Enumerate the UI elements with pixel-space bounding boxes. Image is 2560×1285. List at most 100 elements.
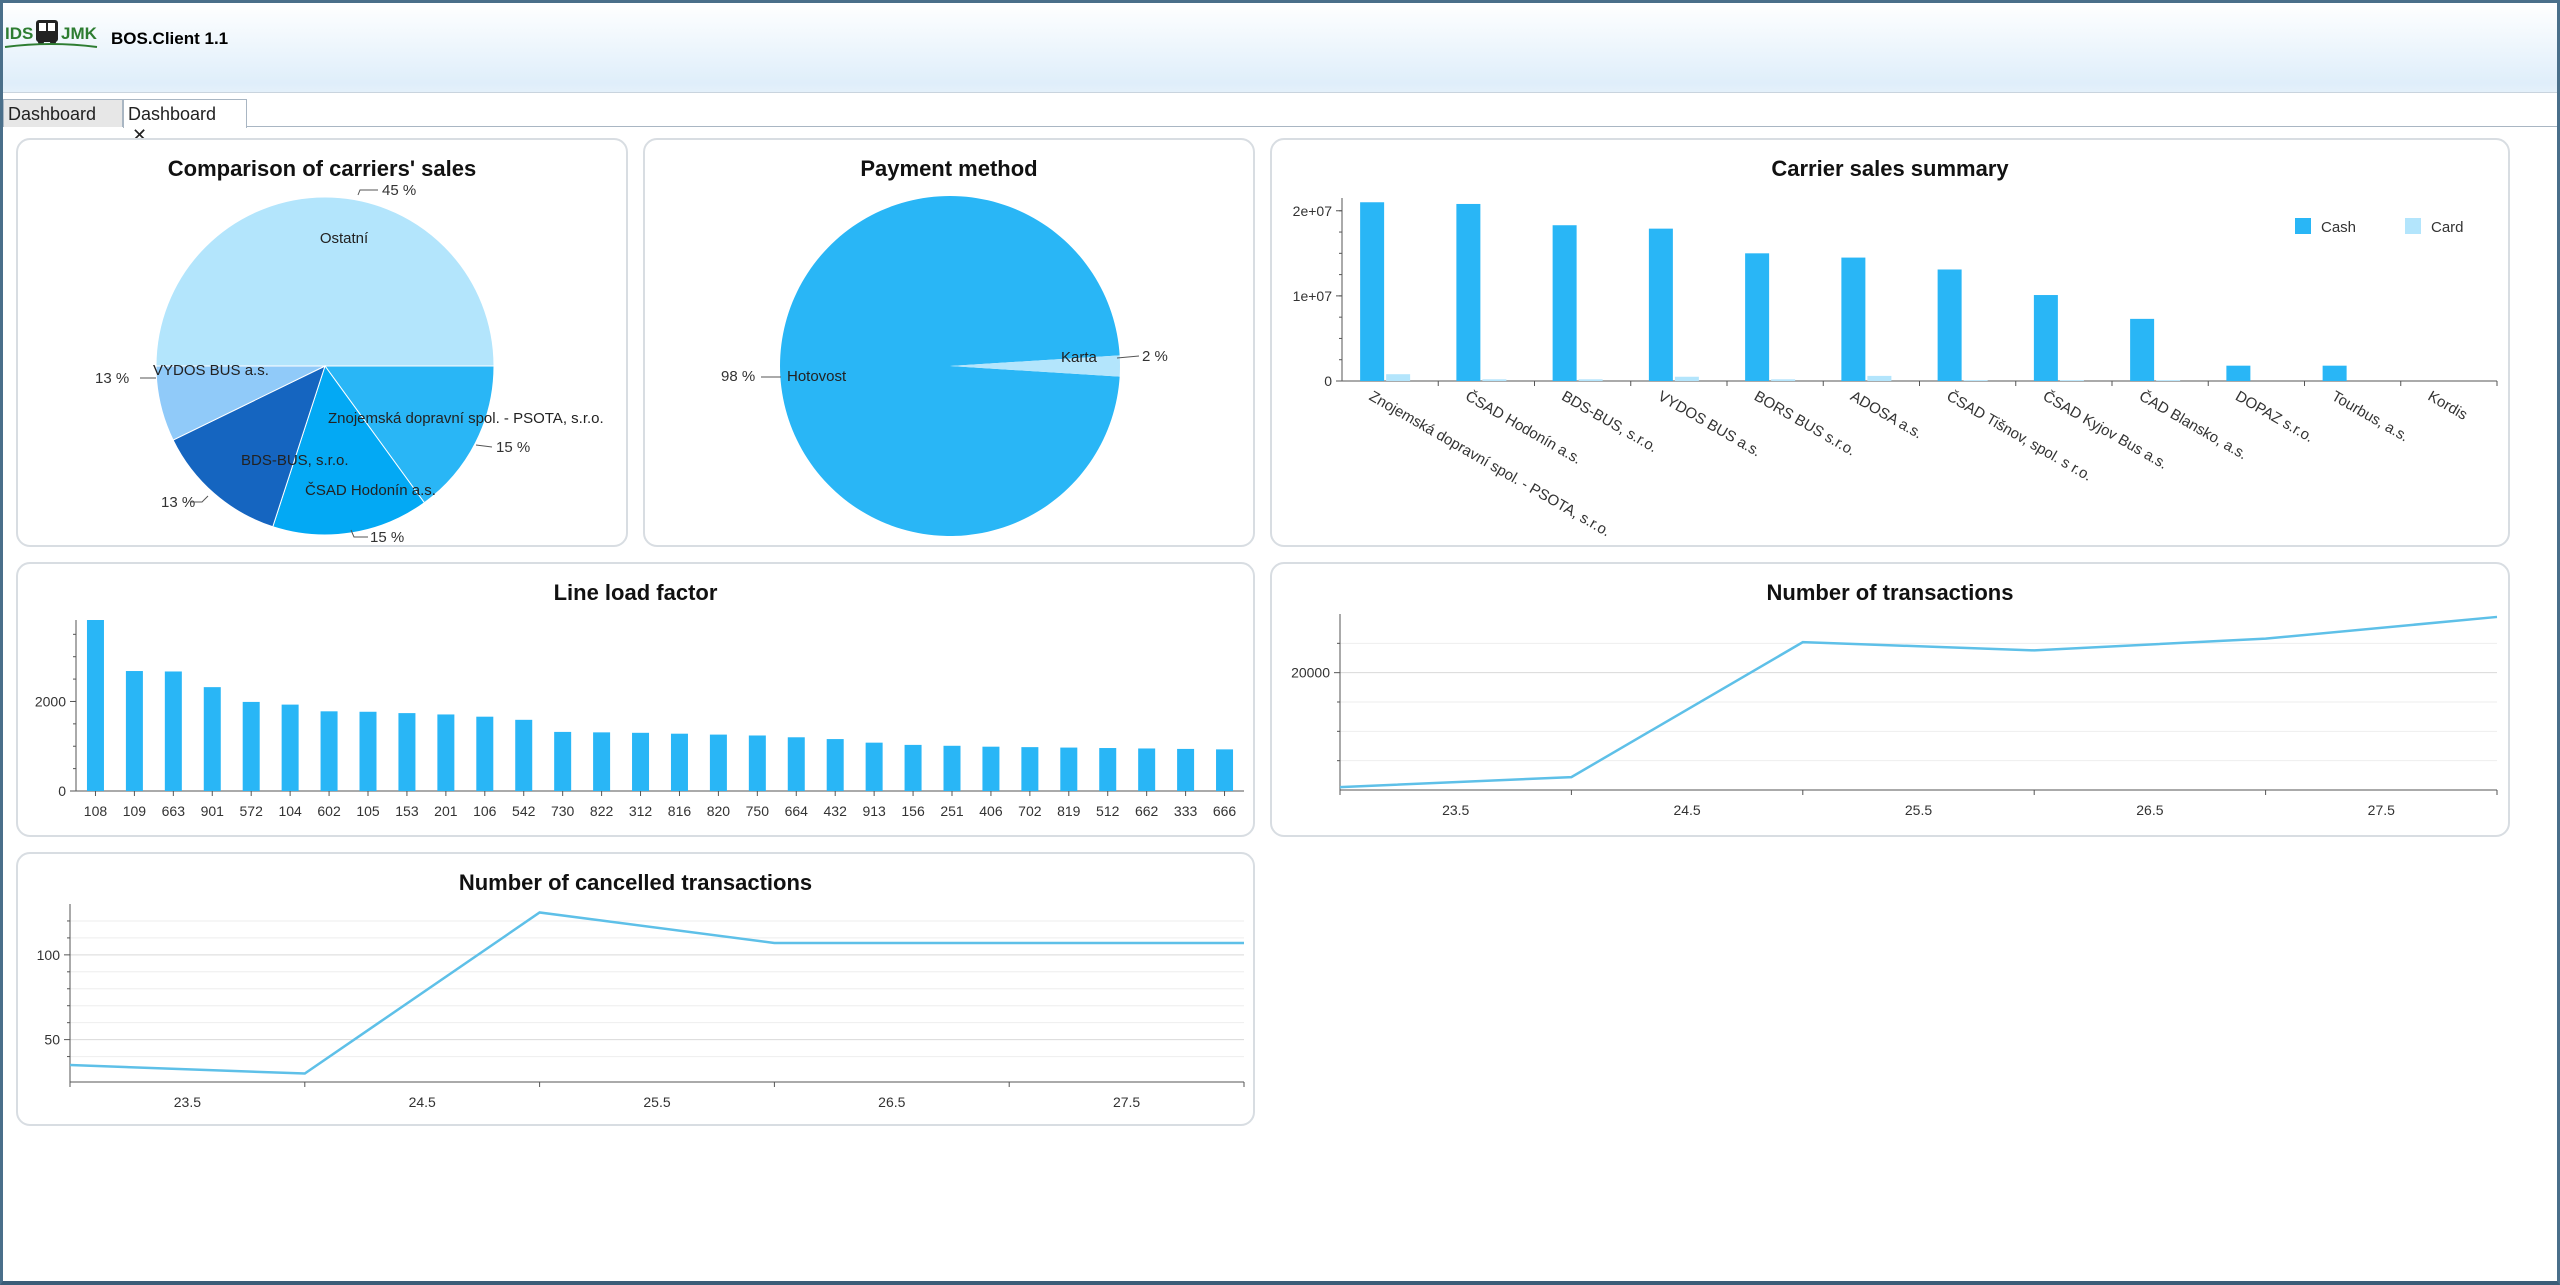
carrier-share-card: Comparison of carriers' sales Ostatní 45 …: [16, 138, 628, 547]
bar: [1138, 748, 1156, 791]
percent-label: 45 %: [382, 182, 416, 199]
bar: [320, 711, 338, 791]
x-tick-label: 542: [512, 803, 536, 819]
x-tick-label: 819: [1057, 803, 1081, 819]
y-tick-label: 100: [37, 947, 61, 963]
x-tick-label: 23.5: [1442, 802, 1469, 818]
percent-label: 2 %: [1142, 348, 1168, 365]
x-tick-label: 730: [551, 803, 575, 819]
x-tick-label: 702: [1018, 803, 1042, 819]
bar-cash: [1745, 253, 1770, 381]
logo-text-right: JMK: [61, 24, 98, 43]
pie-slice: [155, 196, 495, 367]
tab-label: Dashboard: [8, 104, 97, 124]
bar: [632, 732, 650, 791]
x-tick-label: VYDOS BUS a.s.: [1655, 388, 1764, 461]
bar: [281, 704, 299, 791]
series-line: [69, 911, 1244, 1075]
pie-slice: [950, 355, 1120, 377]
x-tick-label: 26.5: [2136, 802, 2163, 818]
x-tick-label: BORS BUS s.r.o.: [1751, 388, 1858, 460]
x-tick-label: 25.5: [1905, 802, 1932, 818]
x-tick-label: Kordis: [2425, 388, 2470, 424]
chart-title: Comparison of carriers' sales: [167, 156, 477, 181]
x-tick-label: 24.5: [409, 1094, 436, 1110]
title-bar: IDS JMK BOS.Client 1.1: [3, 3, 2557, 93]
x-tick-label: 25.5: [643, 1094, 670, 1110]
bar-card: [2156, 380, 2181, 381]
legend-swatch: [2295, 218, 2311, 234]
bar: [826, 739, 844, 791]
app-title: BOS.Client 1.1: [111, 29, 229, 48]
y-tick-label: 50: [44, 1032, 60, 1048]
slice-label: Karta: [1061, 349, 1098, 366]
tab-dashboard-1[interactable]: Dashboard: [3, 99, 123, 127]
x-tick-label: 109: [123, 803, 147, 819]
bar-cash: [1648, 228, 1673, 381]
x-tick-label: 572: [240, 803, 264, 819]
bar: [593, 732, 611, 791]
x-tick-label: 822: [590, 803, 614, 819]
x-tick-label: 333: [1174, 803, 1198, 819]
carrier-share-pie: Ostatní 45 % Znojemská dopravní spol. - PS…: [95, 182, 604, 546]
percent-label: 98 %: [721, 368, 755, 385]
bar: [670, 733, 688, 791]
bar-cash: [2226, 365, 2251, 381]
x-tick-label: 664: [785, 803, 809, 819]
x-tick-label: 104: [278, 803, 302, 819]
cancelled-line-chart: 50 100 23.5 24.5 25.5 26.5 27.5: [37, 904, 1245, 1110]
x-tick-label: 666: [1213, 803, 1237, 819]
bar-cash: [2130, 318, 2155, 381]
slice-label: VYDOS BUS a.s.: [153, 362, 269, 379]
bar-card: [1482, 379, 1507, 381]
pie-slice: [155, 365, 326, 441]
carrier-sales-card: Carrier sales summary 0 1e+07 2e+07 Znojems…: [1270, 138, 2510, 547]
pie-slice: [324, 365, 495, 504]
tab-label: Dashboard: [128, 104, 217, 124]
x-tick-label: 105: [356, 803, 380, 819]
percent-label: 13 %: [161, 494, 195, 511]
x-tick-label: 156: [901, 803, 925, 819]
y-tick-label: 2e+07: [1293, 203, 1333, 219]
chart-title: Carrier sales summary: [1771, 156, 2009, 181]
bar: [943, 745, 961, 791]
slice-label: Ostatní: [320, 230, 369, 247]
slice-label: ČSAD Hodonín a.s.: [305, 482, 436, 499]
x-tick-label: 251: [940, 803, 964, 819]
payment-method-pie: Hotovost Karta 98 % 2 %: [721, 195, 1168, 536]
bar: [1177, 748, 1195, 791]
x-tick-label: 24.5: [1673, 802, 1700, 818]
x-tick-label: 312: [629, 803, 653, 819]
bar: [242, 701, 260, 791]
y-tick-label: 0: [1324, 373, 1332, 389]
bar-card: [1674, 376, 1699, 381]
x-tick-label: 602: [317, 803, 341, 819]
bar: [982, 746, 1000, 791]
bar-card: [1963, 380, 1988, 381]
bar-card: [1771, 379, 1796, 381]
slice-label: Hotovost: [787, 368, 847, 385]
ids-jmk-logo: IDS JMK: [4, 20, 98, 48]
transactions-card: Number of transactions 20000 23.5 24.5 25.5…: [1270, 562, 2510, 837]
x-tick-label: 663: [162, 803, 186, 819]
x-tick-label: DOPAZ s.r.o.: [2232, 388, 2316, 446]
percent-label: 15 %: [370, 529, 404, 546]
bar-cash: [1937, 269, 1962, 381]
chart-title: Payment method: [860, 156, 1038, 181]
legend-swatch: [2405, 218, 2421, 234]
x-tick-label: 913: [862, 803, 886, 819]
x-tick-label: 901: [201, 803, 225, 819]
bar: [748, 735, 766, 791]
chart-title: Number of cancelled transactions: [458, 870, 813, 895]
line-load-bar-chart: 0 2000 108 109 663 901 572 104 602 105 153 201 106 54…: [35, 620, 1244, 819]
bar-cash: [1552, 225, 1577, 381]
pie-slice: [172, 365, 326, 528]
y-tick-label: 20000: [1291, 665, 1330, 681]
bar-cash: [1456, 203, 1481, 381]
bar: [1060, 747, 1078, 791]
tab-dashboard-2[interactable]: Dashboard ✕: [123, 99, 247, 145]
x-tick-label: 108: [84, 803, 108, 819]
chart-title: Number of transactions: [1766, 580, 2014, 605]
transactions-line-chart: 20000 23.5 24.5 25.5 26.5 27.5: [1291, 614, 2498, 818]
